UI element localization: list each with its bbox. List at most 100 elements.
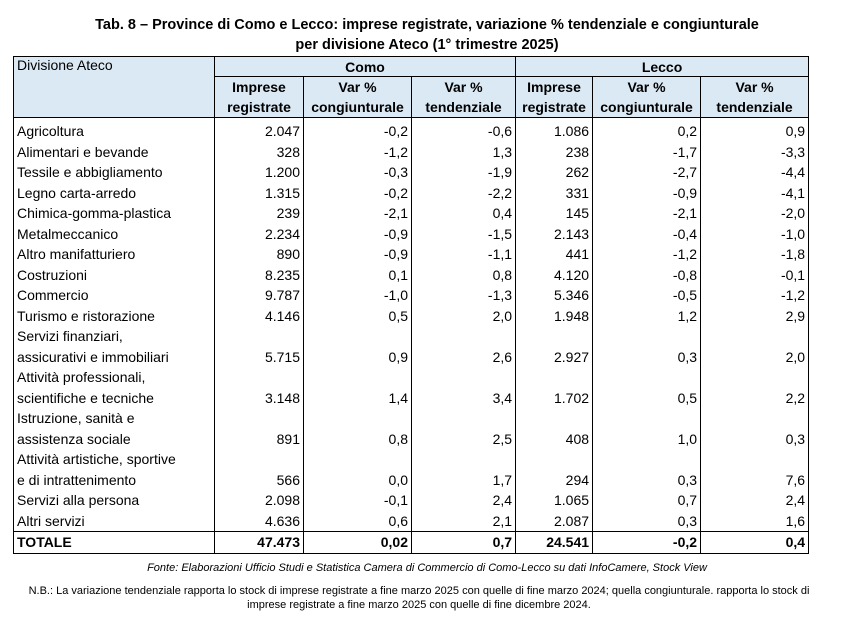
cell-como-tend: 3,4 (410, 367, 516, 408)
cell-como-cong: 0,5 (303, 305, 412, 326)
cell-lecco-tend: 2,0 (700, 326, 809, 367)
header-division: Divisione Ateco (13, 56, 215, 118)
division-name-line: Tessile e abbigliamento (17, 164, 163, 180)
cell-como-registered: 1.200 (214, 162, 304, 183)
cell-lecco-tend: 0,9 (700, 117, 809, 142)
table-row: Servizi finanziari, assicurativi e immobi… (14, 326, 809, 367)
cell-como-registered: 4.636 (214, 510, 304, 532)
division-name-line: Altri servizi (17, 512, 85, 529)
cell-lecco-cong: 0,7 (592, 490, 701, 511)
division-name-line: Agricoltura (17, 123, 84, 139)
total-lecco-tend: 0,4 (700, 531, 809, 554)
cell-como-registered: 2.047 (214, 117, 304, 142)
table-row: Legno carta-arredo 1.315 -0,2 -2,2 331 -0,9 -4… (14, 182, 809, 203)
cell-como-cong: -0,9 (303, 244, 412, 265)
cell-como-cong: 0,6 (303, 510, 412, 532)
cell-como-registered: 4.146 (214, 305, 304, 326)
cell-lecco-registered: 408 (515, 408, 593, 449)
cell-como-registered: 1.315 (214, 182, 304, 203)
cell-lecco-cong: -0,5 (592, 285, 701, 306)
cell-como-cong: -2,1 (303, 203, 412, 224)
cell-como-cong: 0,9 (303, 326, 412, 367)
cell-como-tend: 2,6 (410, 326, 516, 367)
total-row: TOTALE 47.473 0,02 0,7 24.541 -0,2 0,4 (13, 531, 809, 554)
cell-como-registered: 328 (214, 141, 304, 162)
cell-como-tend: -2,2 (410, 182, 516, 203)
division-name-line: Servizi finanziari, (17, 328, 123, 344)
header-sub-row: Imprese registrate Var % congiunturale Var… (14, 76, 809, 118)
table-row: Attività artistiche, sportive e di intrat… (14, 449, 809, 490)
cell-lecco-cong: -1,7 (592, 141, 701, 162)
division-name-line: Attività artistiche, sportive (17, 451, 176, 467)
table-row: Servizi alla persona 2.098 -0,1 2,4 1.065 0,7… (14, 490, 809, 511)
division-name: Alimentari e bevande (14, 142, 215, 163)
cell-lecco-tend: -2,0 (700, 203, 809, 224)
table-row: Altro manifatturiero 890 -0,9 -1,1 441 -1,2 -1… (14, 244, 809, 265)
table-row: Commercio 9.787 -1,0 -1,3 5.346 -0,5 -1,2 (14, 285, 809, 306)
cell-como-registered: 2.234 (214, 223, 304, 244)
cell-como-registered: 5.715 (214, 326, 304, 367)
table-row: Agricoltura 2.047 -0,2 -0,6 1.086 0,2 0,9 (14, 117, 809, 142)
cell-como-cong: 1,4 (303, 367, 412, 408)
cell-lecco-cong: -0,8 (592, 264, 701, 285)
cell-lecco-tend: -1,8 (700, 244, 809, 265)
division-name-line: Costruzioni (17, 266, 88, 283)
division-name: Metalmeccanico (14, 224, 215, 245)
header-como-cong: Var % congiunturale (303, 76, 412, 118)
table-row: Altri servizi 4.636 0,6 2,1 2.087 0,3 1,6 (14, 510, 809, 532)
cell-lecco-registered: 262 (515, 162, 593, 183)
division-name-line: Attività professionali, (17, 369, 146, 385)
cell-lecco-cong: 1,2 (592, 305, 701, 326)
cell-como-registered: 890 (214, 244, 304, 265)
cell-lecco-registered: 2.087 (515, 510, 593, 532)
division-name-line: Alimentari e bevande (17, 143, 149, 160)
cell-lecco-registered: 1.948 (515, 305, 593, 326)
header-lecco-tend: Var % tendenziale (700, 76, 809, 118)
cell-lecco-tend: 2,2 (700, 367, 809, 408)
cell-como-tend: -1,9 (410, 162, 516, 183)
division-name: Tessile e abbigliamento (14, 162, 215, 183)
cell-lecco-registered: 4.120 (515, 264, 593, 285)
cell-lecco-registered: 5.346 (515, 285, 593, 306)
cell-como-tend: -1,1 (410, 244, 516, 265)
total-label: TOTALE (13, 531, 215, 554)
header-como-tend: Var % tendenziale (410, 76, 516, 118)
cell-como-cong: -0,1 (303, 490, 412, 511)
division-name: Servizi finanziari, assicurativi e immobi… (14, 326, 215, 367)
cell-como-registered: 891 (214, 408, 304, 449)
cell-lecco-tend: 0,3 (700, 408, 809, 449)
cell-como-cong: -1,2 (303, 141, 412, 162)
cell-como-tend: 2,0 (410, 305, 516, 326)
cell-como-tend: 1,7 (410, 449, 516, 490)
cell-como-cong: -1,0 (303, 285, 412, 306)
table-row: Tessile e abbigliamento 1.200 -0,3 -1,9 262-… (14, 162, 809, 183)
cell-como-tend: 2,1 (410, 510, 516, 532)
table-row: Turismo e ristorazione 4.146 0,5 2,0 1.948 1,… (14, 305, 809, 327)
title-line-1: Tab. 8 – Province di Como e Lecco: impre… (95, 17, 759, 33)
division-name: Commercio (14, 285, 215, 306)
division-name: Turismo e ristorazione (14, 306, 215, 327)
cell-lecco-cong: -0,4 (592, 223, 701, 244)
cell-lecco-registered: 1.086 (515, 117, 593, 142)
cell-lecco-tend: 7,6 (700, 449, 809, 490)
cell-lecco-cong: -1,2 (592, 244, 701, 265)
total-lecco-cong: -0,2 (592, 531, 701, 554)
division-name-line: Chimica-gomma-plastica (17, 205, 172, 221)
division-name: Altri servizi (14, 511, 215, 532)
cell-como-tend: -0,6 (410, 117, 516, 142)
table-row: Alimentari e bevande 328 -1,2 1,3 238 -1,7 -3,… (14, 141, 809, 163)
total-lecco-registered: 24.541 (515, 531, 593, 554)
cell-lecco-tend: 1,6 (700, 510, 809, 532)
cell-lecco-registered: 238 (515, 141, 593, 162)
total-como-cong: 0,02 (303, 531, 412, 554)
cell-lecco-registered: 1.702 (515, 367, 593, 408)
division-name: Attività professionali, scientifiche e te… (14, 367, 215, 408)
cell-como-registered: 566 (214, 449, 304, 490)
cell-lecco-tend: -4,1 (700, 182, 809, 203)
cell-lecco-registered: 145 (515, 203, 593, 224)
cell-lecco-registered: 1.065 (515, 490, 593, 511)
table-row: Attività professionali, scientifiche e te… (14, 367, 809, 408)
cell-lecco-registered: 331 (515, 182, 593, 203)
footnote-line-2: imprese registrate a fine marzo 2025 con… (247, 598, 591, 611)
cell-como-tend: 0,4 (410, 203, 516, 224)
